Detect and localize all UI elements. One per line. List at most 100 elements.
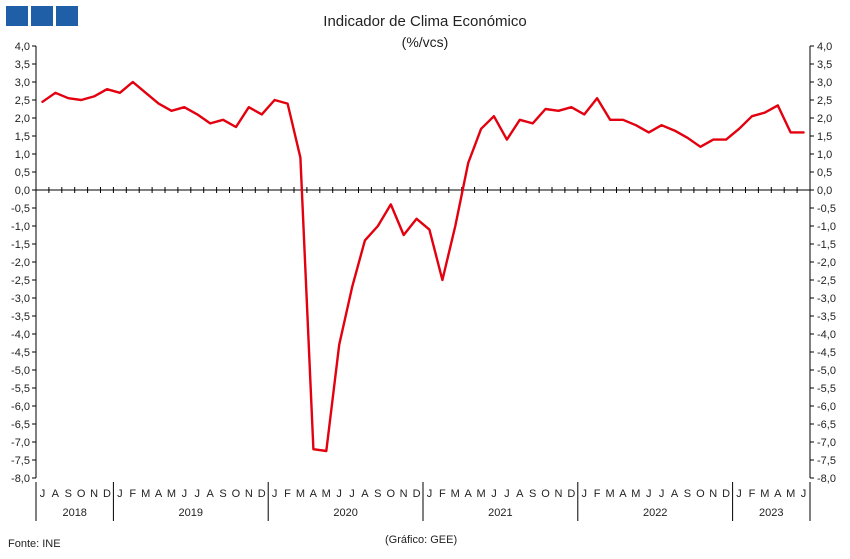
month-label: S [529,488,536,500]
month-label: J [491,488,497,500]
y-tick-label-right: -6,5 [817,419,836,431]
month-label: J [504,488,510,500]
chart-subtitle: (%/vcs) [401,34,449,50]
month-label: J [659,488,665,500]
month-label: D [567,488,575,500]
y-tick-label-left: -5,5 [11,383,30,395]
month-label: M [605,488,614,500]
y-tick-label-left: -4,5 [11,347,30,359]
y-tick-label-left: 3,0 [15,77,30,89]
y-tick-label-right: -2,5 [817,275,836,287]
month-label: A [155,488,163,500]
month-label: M [631,488,640,500]
y-tick-label-right: -8,0 [817,473,836,485]
month-label: J [195,488,201,500]
y-tick-label-right: 3,0 [817,77,832,89]
month-label: J [736,488,742,500]
month-label: O [696,488,705,500]
y-tick-label-left: 1,5 [15,131,30,143]
y-tick-label-right: -7,0 [817,437,836,449]
month-label: F [284,488,291,500]
month-label: J [801,488,807,500]
y-tick-label-left: -5,0 [11,365,30,377]
y-tick-label-left: -6,5 [11,419,30,431]
month-label: A [516,488,524,500]
y-tick-label-left: -7,5 [11,455,30,467]
y-tick-label-left: -3,0 [11,293,30,305]
month-label: J [427,488,433,500]
month-label: M [322,488,331,500]
y-tick-label-right: 4,0 [817,41,832,53]
month-label: A [774,488,782,500]
y-tick-label-left: -1,0 [11,221,30,233]
month-label: J [646,488,652,500]
month-label: J [349,488,355,500]
y-tick-label-right: -6,0 [817,401,836,413]
y-tick-label-right: -2,0 [817,257,836,269]
y-tick-label-left: -6,0 [11,401,30,413]
month-label: J [272,488,278,500]
year-label: 2023 [759,507,783,519]
month-label: S [65,488,72,500]
y-tick-label-right: -3,5 [817,311,836,323]
y-tick-label-left: 3,5 [15,59,30,71]
y-tick-label-left: 0,5 [15,167,30,179]
y-tick-label-right: -5,5 [817,383,836,395]
month-label: S [374,488,381,500]
month-label: J [117,488,123,500]
source-note: Fonte: INE [8,538,61,550]
month-label: M [141,488,150,500]
year-label: 2018 [62,507,86,519]
chart-title: Indicador de Clima Económico [323,13,527,30]
month-label: M [451,488,460,500]
y-tick-label-right: 2,5 [817,95,832,107]
month-label: A [361,488,369,500]
y-tick-label-right: -7,5 [817,455,836,467]
month-label: M [167,488,176,500]
month-label: M [476,488,485,500]
logo-square-1 [6,6,28,26]
month-label: D [103,488,111,500]
month-label: D [413,488,421,500]
y-tick-label-left: -2,0 [11,257,30,269]
logo [6,6,78,26]
y-tick-label-left: -4,0 [11,329,30,341]
month-label: D [722,488,730,500]
month-label: O [386,488,395,500]
month-label: O [77,488,86,500]
y-tick-label-left: 2,5 [15,95,30,107]
y-tick-label-left: 2,0 [15,113,30,125]
series-line [41,80,805,453]
month-label: A [206,488,214,500]
month-label: J [336,488,342,500]
month-label: N [709,488,717,500]
month-label: A [52,488,60,500]
y-tick-label-right: -1,0 [817,221,836,233]
month-label: J [582,488,588,500]
month-label: M [760,488,769,500]
y-tick-label-right: 3,5 [817,59,832,71]
y-tick-label-left: -1,5 [11,239,30,251]
month-label: A [671,488,679,500]
y-tick-label-right: -5,0 [817,365,836,377]
month-label: D [258,488,266,500]
logo-square-2 [31,6,53,26]
month-label: F [129,488,136,500]
month-label: N [90,488,98,500]
y-tick-label-right: -4,0 [817,329,836,341]
y-tick-label-left: -8,0 [11,473,30,485]
month-label: M [296,488,305,500]
month-label: N [400,488,408,500]
y-tick-label-right: 0,0 [817,185,832,197]
logo-square-3 [56,6,78,26]
y-tick-label-right: -1,5 [817,239,836,251]
y-tick-label-left: -7,0 [11,437,30,449]
y-tick-label-left: 1,0 [15,149,30,161]
month-label: A [464,488,472,500]
month-label: F [594,488,601,500]
month-label: F [749,488,756,500]
month-label: J [182,488,188,500]
year-label: 2019 [179,507,203,519]
year-label: 2020 [333,507,357,519]
